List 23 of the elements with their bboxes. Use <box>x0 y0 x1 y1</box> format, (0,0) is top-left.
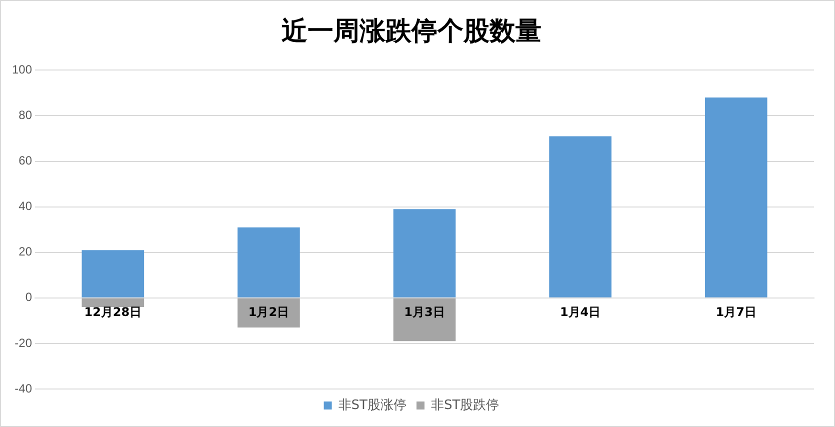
bar <box>549 136 612 298</box>
y-tick-label: 100 <box>12 62 32 77</box>
y-tick-label: -40 <box>14 381 32 396</box>
bar <box>393 209 456 298</box>
y-tick-label: 20 <box>18 244 32 259</box>
legend-label: 非ST股涨停 <box>338 398 407 413</box>
bar <box>82 298 144 308</box>
bar <box>238 227 300 298</box>
y-tick-label: 0 <box>25 290 32 304</box>
x-tick-label: 1月3日 <box>404 305 445 320</box>
y-tick-label: 80 <box>18 108 32 122</box>
chart-title: 近一周涨跌停个股数量 <box>282 16 542 46</box>
y-tick-label: -20 <box>14 336 32 350</box>
y-tick-label: 40 <box>18 199 32 214</box>
bar <box>393 298 456 342</box>
x-tick-label: 1月4日 <box>560 305 601 320</box>
x-tick-label: 1月2日 <box>248 305 290 320</box>
y-tick-label: 60 <box>18 154 32 168</box>
legend-label: 非ST股跌停 <box>431 398 500 413</box>
x-tick-label: 12月28日 <box>84 305 142 320</box>
x-tick-label: 1月7日 <box>716 305 756 320</box>
bar <box>704 98 768 298</box>
bar <box>82 250 144 298</box>
